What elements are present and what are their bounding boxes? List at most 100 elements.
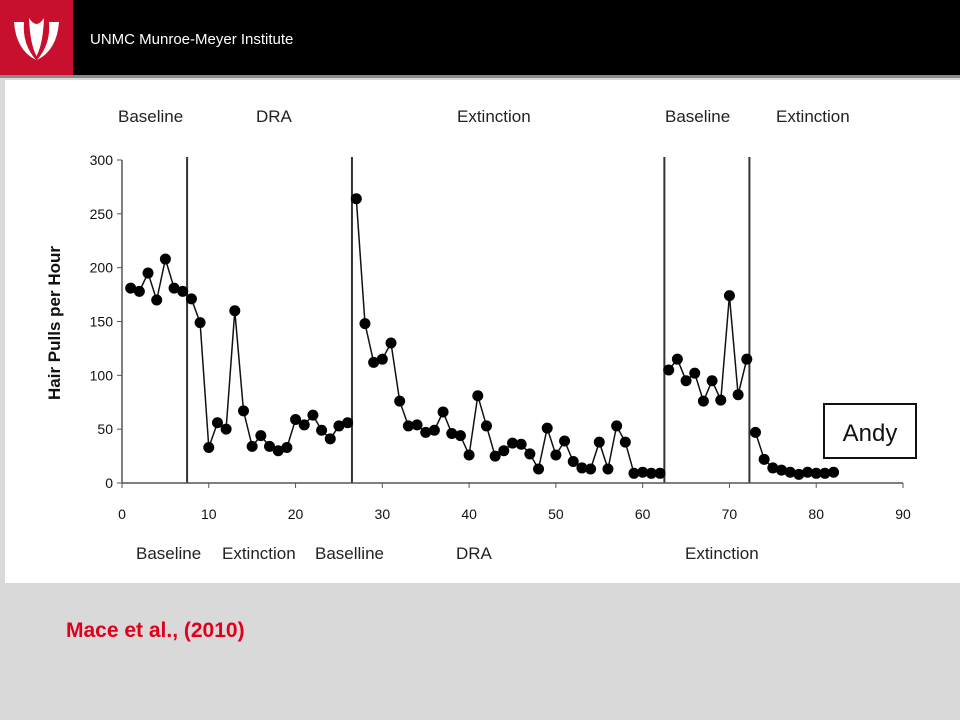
x-tick-label: 20 bbox=[288, 506, 304, 522]
data-point bbox=[576, 462, 588, 474]
y-tick-label: 50 bbox=[97, 421, 113, 437]
data-point bbox=[159, 253, 171, 265]
data-point bbox=[507, 437, 518, 449]
axis-ticks: 0 50 100 150 200 250 300 0 10 20 30 40 50 60 70 80 90 bbox=[90, 152, 911, 522]
data-point bbox=[420, 426, 432, 438]
data-point bbox=[324, 433, 336, 445]
data-point bbox=[428, 424, 440, 436]
series-line bbox=[668, 295, 748, 404]
data-point bbox=[585, 463, 597, 475]
data-point bbox=[619, 436, 631, 448]
data-point bbox=[307, 409, 319, 421]
data-point bbox=[810, 467, 822, 479]
x-tick-label: 50 bbox=[548, 506, 564, 522]
data-point bbox=[593, 436, 605, 448]
x-tick-label: 30 bbox=[375, 506, 391, 522]
x-tick-label: 40 bbox=[461, 506, 477, 522]
x-tick-label: 10 bbox=[201, 506, 217, 522]
y-tick-label: 100 bbox=[90, 367, 114, 383]
data-point bbox=[151, 294, 163, 306]
data-point bbox=[350, 193, 362, 205]
top-phase-label: Extinction bbox=[457, 107, 531, 126]
data-point bbox=[255, 430, 267, 442]
data-point bbox=[125, 282, 137, 294]
chart-axes bbox=[121, 160, 903, 484]
data-point bbox=[715, 394, 727, 406]
data-point bbox=[290, 413, 302, 425]
data-point bbox=[654, 467, 666, 479]
x-tick-label: 80 bbox=[808, 506, 824, 522]
data-point bbox=[203, 441, 215, 453]
data-point bbox=[133, 285, 145, 297]
data-point bbox=[402, 420, 414, 432]
line-chart: 0 50 100 150 200 250 300 0 10 20 30 40 50 60 70 80 90 Ba… bbox=[45, 107, 917, 563]
data-point bbox=[697, 395, 709, 407]
legend-box bbox=[823, 403, 917, 459]
data-point bbox=[246, 440, 258, 452]
data-point bbox=[342, 417, 354, 429]
data-point bbox=[802, 466, 814, 478]
data-point bbox=[671, 353, 683, 365]
data-point bbox=[333, 420, 345, 432]
y-tick-label: 250 bbox=[90, 206, 114, 222]
data-point bbox=[567, 455, 579, 467]
header-divider bbox=[0, 75, 960, 78]
bottom-phase-label: Extinction bbox=[222, 544, 296, 563]
citation-text: Mace et al., (2010) bbox=[66, 619, 245, 642]
data-point bbox=[142, 267, 154, 279]
data-point bbox=[272, 445, 284, 457]
x-tick-label: 90 bbox=[895, 506, 911, 522]
data-point bbox=[524, 448, 536, 460]
data-point bbox=[767, 462, 779, 474]
y-tick-label: 0 bbox=[105, 475, 113, 491]
top-phase-label: Baseline bbox=[118, 107, 183, 126]
series-line bbox=[754, 432, 834, 476]
data-point bbox=[680, 375, 692, 387]
series-line bbox=[355, 198, 660, 475]
data-point bbox=[793, 468, 805, 480]
data-point bbox=[741, 353, 753, 365]
data-point bbox=[411, 419, 423, 431]
y-tick-label: 150 bbox=[90, 314, 114, 330]
data-point bbox=[368, 356, 380, 368]
data-point bbox=[723, 290, 735, 302]
data-point bbox=[264, 440, 276, 452]
y-tick-label: 200 bbox=[90, 260, 114, 276]
data-point bbox=[628, 467, 640, 479]
data-point bbox=[515, 438, 527, 450]
data-point bbox=[489, 450, 501, 462]
data-point bbox=[776, 464, 788, 476]
data-point bbox=[220, 423, 232, 435]
phase-labels: Baseline DRA Extinction Baseline Extinction B… bbox=[118, 107, 850, 563]
data-point bbox=[533, 463, 545, 475]
data-point bbox=[177, 285, 189, 297]
data-point bbox=[359, 318, 371, 330]
data-point bbox=[385, 337, 397, 349]
data-point bbox=[602, 463, 614, 475]
bottom-phase-label: Extinction bbox=[685, 544, 759, 563]
data-point bbox=[437, 406, 449, 418]
data-point bbox=[480, 420, 492, 432]
data-point bbox=[281, 441, 293, 453]
x-tick-label: 0 bbox=[118, 506, 126, 522]
data-point bbox=[211, 417, 223, 429]
top-phase-label: DRA bbox=[256, 107, 293, 126]
top-phase-label: Extinction bbox=[776, 107, 850, 126]
data-series bbox=[125, 193, 840, 480]
figure-panel: 0 50 100 150 200 250 300 0 10 20 30 40 50 60 70 80 90 Ba… bbox=[5, 80, 960, 583]
data-point bbox=[663, 364, 675, 376]
data-point bbox=[168, 282, 180, 294]
data-point bbox=[645, 467, 657, 479]
legend-label: Andy bbox=[843, 420, 898, 447]
data-point bbox=[229, 305, 241, 317]
data-point bbox=[446, 427, 458, 439]
data-point bbox=[194, 317, 206, 329]
data-point bbox=[185, 293, 197, 305]
y-axis-label: Hair Pulls per Hour bbox=[45, 246, 64, 400]
x-tick-label: 60 bbox=[635, 506, 651, 522]
bottom-phase-label: DRA bbox=[456, 544, 493, 563]
data-point bbox=[784, 466, 796, 478]
bottom-phase-label: Baselline bbox=[315, 544, 384, 563]
data-point bbox=[732, 389, 744, 401]
unmc-logo-icon bbox=[0, 0, 73, 75]
